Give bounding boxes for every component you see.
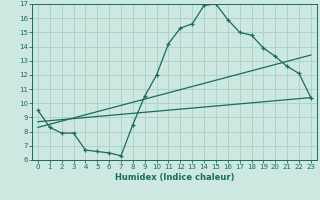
X-axis label: Humidex (Indice chaleur): Humidex (Indice chaleur): [115, 173, 234, 182]
